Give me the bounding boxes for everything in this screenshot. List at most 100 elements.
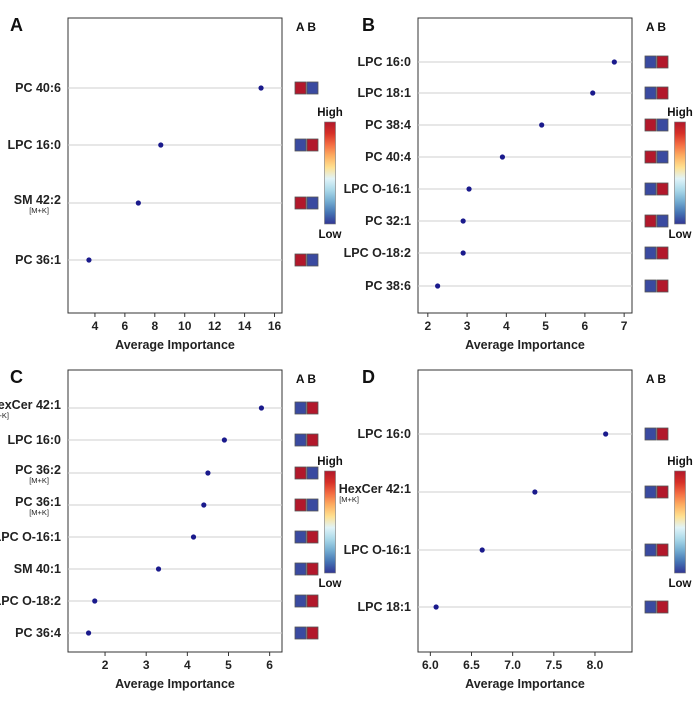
x-tick-label: 6.5 — [463, 658, 480, 672]
group-b-indicator — [656, 246, 669, 260]
feature-label: LPC O-18:2 — [0, 594, 61, 608]
group-a-indicator — [294, 401, 307, 415]
feature-label: PC 36:1 — [15, 253, 61, 267]
group-column-header: A B — [296, 372, 317, 386]
x-tick-label: 12 — [208, 319, 222, 333]
panel-c: CA BHexCer 42:1[M+K]LPC 16:0PC 36:2[M+K]… — [0, 367, 343, 691]
colorbar — [324, 470, 336, 574]
feature-label: LPC 16:0 — [8, 138, 62, 152]
data-point — [539, 122, 545, 128]
feature-label: PC 38:6 — [365, 279, 411, 293]
x-tick-label: 7.0 — [504, 658, 521, 672]
colorbar — [324, 121, 336, 225]
group-b-indicator — [306, 562, 319, 576]
group-b-indicator — [306, 626, 319, 640]
x-tick-label: 8 — [151, 319, 158, 333]
group-b-indicator — [656, 182, 669, 196]
group-a-indicator — [294, 253, 307, 267]
data-point — [92, 598, 98, 604]
group-column-header: A B — [296, 20, 317, 34]
x-tick-label: 4 — [92, 319, 99, 333]
feature-label: LPC 18:1 — [358, 600, 412, 614]
group-b-indicator — [656, 485, 669, 499]
data-point — [479, 547, 485, 553]
data-point — [433, 604, 439, 610]
group-b-indicator — [306, 401, 319, 415]
feature-label: PC 40:6 — [15, 81, 61, 95]
data-point — [258, 405, 265, 411]
feature-label: PC 36:4 — [15, 626, 61, 640]
x-tick-label: 5 — [225, 658, 232, 672]
feature-label: LPC O-16:1 — [344, 182, 411, 196]
group-a-indicator — [294, 530, 307, 544]
group-a-indicator — [644, 600, 657, 614]
group-b-indicator — [306, 594, 319, 608]
group-b-indicator — [306, 498, 319, 512]
feature-adduct-label: [M+K] — [0, 411, 9, 420]
group-b-indicator — [656, 214, 669, 228]
colorbar-high-label: High — [667, 107, 693, 119]
x-tick-label: 7 — [621, 319, 628, 333]
group-a-indicator — [644, 55, 657, 69]
group-a-indicator — [644, 86, 657, 100]
data-point — [86, 257, 92, 263]
data-point — [611, 59, 617, 65]
plot-frame — [67, 17, 283, 314]
x-axis-title: Average Importance — [115, 338, 235, 352]
plot-frame — [417, 369, 633, 653]
data-point — [460, 250, 466, 256]
data-point — [85, 630, 92, 636]
group-b-indicator — [656, 543, 669, 557]
group-b-indicator — [306, 433, 319, 447]
colorbar — [674, 470, 686, 574]
group-a-indicator — [644, 118, 657, 132]
feature-label: PC 40:4 — [365, 150, 411, 164]
feature-label: SM 40:1 — [14, 562, 61, 576]
group-column-header: A B — [646, 20, 667, 34]
feature-label: PC 36:1 — [15, 495, 61, 509]
feature-label: LPC O-16:1 — [0, 530, 61, 544]
x-tick-label: 6.0 — [422, 658, 439, 672]
colorbar-low-label: Low — [669, 578, 692, 590]
colorbar-high-label: High — [317, 107, 343, 119]
group-b-indicator — [656, 600, 669, 614]
feature-label: LPC 16:0 — [8, 433, 62, 447]
group-a-indicator — [644, 485, 657, 499]
panel-letter: A — [10, 15, 23, 35]
data-point — [435, 283, 441, 289]
colorbar-low-label: Low — [319, 229, 342, 241]
group-a-indicator — [294, 466, 307, 480]
panel-letter: D — [362, 367, 375, 387]
panel-letter: B — [362, 15, 375, 35]
group-a-indicator — [644, 279, 657, 293]
group-b-indicator — [306, 196, 319, 210]
x-tick-label: 5 — [542, 319, 549, 333]
group-a-indicator — [294, 626, 307, 640]
group-b-indicator — [656, 118, 669, 132]
feature-label: LPC O-16:1 — [344, 543, 411, 557]
data-point — [466, 186, 472, 192]
group-b-indicator — [306, 138, 319, 152]
x-axis-title: Average Importance — [465, 338, 585, 352]
data-point — [499, 154, 506, 160]
x-tick-label: 6 — [582, 319, 589, 333]
x-tick-label: 14 — [238, 319, 252, 333]
data-point — [205, 470, 211, 476]
x-tick-label: 6 — [122, 319, 129, 333]
plot-frame — [417, 17, 633, 314]
colorbar-low-label: Low — [669, 229, 692, 241]
group-column-header: A B — [646, 372, 667, 386]
group-b-indicator — [656, 279, 669, 293]
panel-letter: C — [10, 367, 23, 387]
group-a-indicator — [294, 81, 307, 95]
group-a-indicator — [644, 150, 657, 164]
feature-adduct-label: [M+K] — [29, 206, 49, 215]
group-b-indicator — [306, 466, 319, 480]
feature-label: PC 36:2 — [15, 463, 61, 477]
x-tick-label: 7.5 — [545, 658, 562, 672]
colorbar-low-label: Low — [319, 578, 342, 590]
group-a-indicator — [294, 138, 307, 152]
panel-d: D A B LPC 16:0 HexCer 42:1[M+K] LPC O-16:1 LP… — [339, 367, 693, 691]
group-a-indicator — [644, 182, 657, 196]
data-point — [590, 90, 596, 96]
